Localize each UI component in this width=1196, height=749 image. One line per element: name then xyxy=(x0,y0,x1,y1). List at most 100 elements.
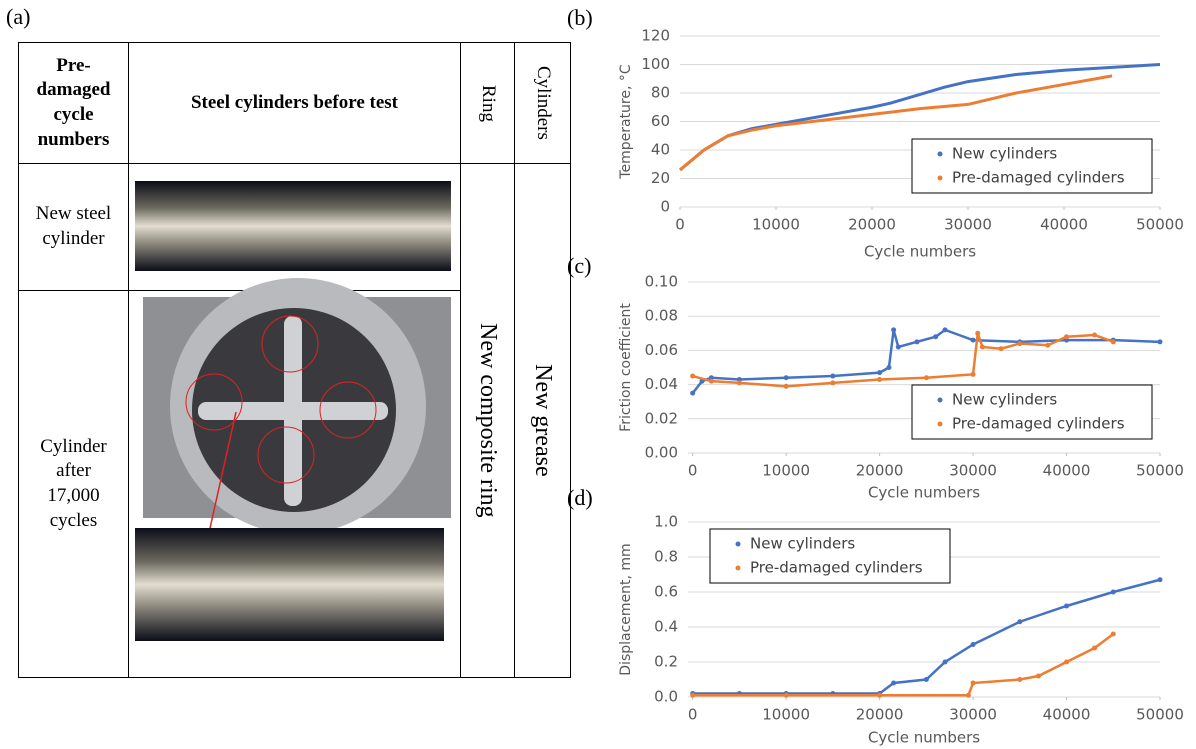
point xyxy=(1092,332,1098,338)
point xyxy=(1110,339,1116,345)
point xyxy=(708,375,714,381)
point xyxy=(708,378,714,384)
grease-cell: New grease xyxy=(530,364,557,477)
point xyxy=(1157,339,1163,345)
series-line xyxy=(679,74,1113,172)
x-tick-label: 10000 xyxy=(752,216,800,234)
point xyxy=(690,373,696,379)
legend-marker xyxy=(937,421,943,427)
x-tick-label: 20000 xyxy=(856,462,904,480)
point xyxy=(923,375,929,381)
x-tick-label: 50000 xyxy=(1136,706,1184,724)
y-tick-label: 20 xyxy=(651,169,670,187)
point xyxy=(891,680,897,686)
panel-label: (d) xyxy=(567,485,593,510)
legend-label: New cylinders xyxy=(952,145,1057,163)
y-tick-label: 100 xyxy=(641,55,670,73)
point xyxy=(1064,659,1070,665)
header-cell: Cylinders xyxy=(532,66,554,140)
point xyxy=(877,370,883,376)
point xyxy=(1064,334,1070,340)
point xyxy=(877,376,883,382)
x-tick-label: 30000 xyxy=(949,706,997,724)
legend-label: Pre-damaged cylinders xyxy=(952,169,1125,187)
y-tick-label: 0.2 xyxy=(654,653,678,671)
series-line xyxy=(692,578,1161,695)
series-line xyxy=(692,632,1115,697)
legend-label: New cylinders xyxy=(952,391,1057,409)
point xyxy=(736,380,742,386)
point xyxy=(923,677,929,682)
y-axis-title: Temperature, °C xyxy=(618,64,634,180)
x-tick-label: 0 xyxy=(688,462,698,480)
point xyxy=(933,334,939,340)
x-axis-title: Cycle numbers xyxy=(868,729,980,747)
arrow xyxy=(205,411,237,547)
y-axis-title: Displacement, mm xyxy=(618,543,634,675)
point xyxy=(979,344,985,350)
y-tick-label: 0.08 xyxy=(645,307,678,325)
cylinder xyxy=(198,402,388,420)
x-tick-label: 50000 xyxy=(1136,462,1184,480)
y-tick-label: 60 xyxy=(651,112,670,130)
point xyxy=(1092,645,1098,651)
panel-label: (c) xyxy=(567,253,591,278)
point xyxy=(891,327,897,333)
point xyxy=(1110,589,1116,595)
x-tick-label: 50000 xyxy=(1136,216,1184,234)
point xyxy=(1017,619,1023,625)
point xyxy=(942,327,948,333)
y-tick-label: 0.00 xyxy=(645,444,678,462)
point xyxy=(1110,631,1116,637)
point xyxy=(970,680,976,686)
point xyxy=(1064,337,1070,343)
y-tick-label: 0.06 xyxy=(645,341,678,359)
point xyxy=(783,375,789,381)
point xyxy=(1045,342,1051,348)
point xyxy=(830,373,836,379)
legend-label: Pre-damaged cylinders xyxy=(750,559,923,577)
point xyxy=(1157,577,1163,583)
legend-marker xyxy=(735,565,741,571)
y-tick-label: 0.02 xyxy=(645,409,678,427)
y-tick-label: 0.04 xyxy=(645,375,678,393)
series-line xyxy=(692,332,1114,388)
y-tick-label: 0.8 xyxy=(654,548,678,566)
cylinder-image xyxy=(135,528,444,641)
point xyxy=(877,692,883,698)
point xyxy=(914,339,920,345)
point xyxy=(975,330,981,336)
point xyxy=(690,390,696,396)
y-tick-label: 0.10 xyxy=(645,273,678,291)
x-tick-label: 0 xyxy=(675,216,685,234)
y-tick-label: 0.6 xyxy=(654,583,678,601)
y-tick-label: 1.0 xyxy=(654,513,678,531)
legend-label: New cylinders xyxy=(750,535,855,553)
point xyxy=(690,692,696,698)
x-tick-label: 20000 xyxy=(848,216,896,234)
y-tick-label: 40 xyxy=(651,141,670,159)
x-tick-label: 40000 xyxy=(1040,216,1088,234)
legend-label: Pre-damaged cylinders xyxy=(952,415,1125,433)
legend-marker xyxy=(735,541,741,547)
legend-box xyxy=(911,138,1153,194)
y-axis-title: Friction coefficient xyxy=(618,303,634,432)
legend-box xyxy=(709,528,951,584)
point xyxy=(942,659,948,665)
y-tick-label: 120 xyxy=(641,27,670,45)
header-cell: Pre-damaged cycle numbers xyxy=(18,42,129,164)
point xyxy=(1017,677,1023,682)
panel-label: (a) xyxy=(6,4,31,29)
point xyxy=(965,692,971,698)
point xyxy=(783,383,789,389)
point xyxy=(895,344,901,350)
legend-box xyxy=(911,384,1153,440)
y-tick-label: 80 xyxy=(651,84,670,102)
point xyxy=(1017,341,1023,347)
point xyxy=(736,376,742,382)
point xyxy=(970,371,976,377)
legend-marker xyxy=(937,397,943,403)
y-tick-label: 0.0 xyxy=(654,688,678,706)
x-tick-label: 10000 xyxy=(762,462,810,480)
y-tick-label: 0 xyxy=(660,198,670,216)
